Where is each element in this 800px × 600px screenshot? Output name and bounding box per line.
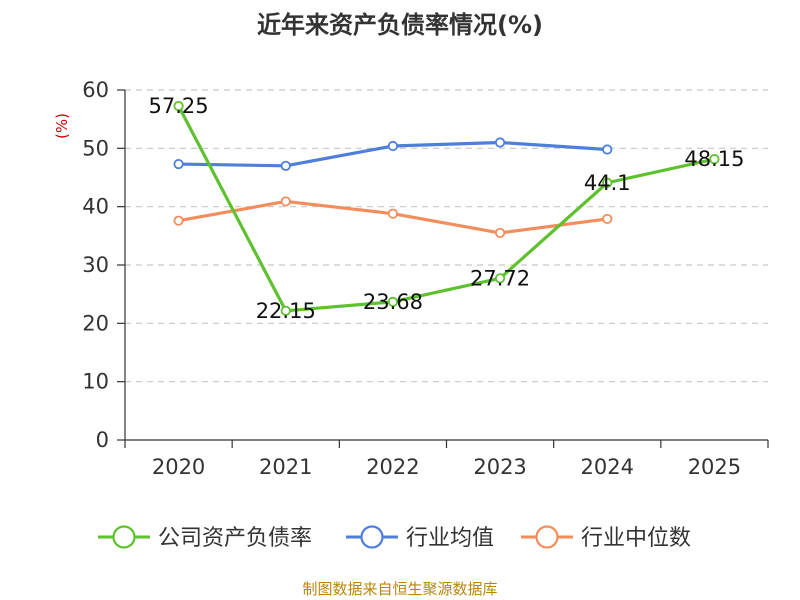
x-tick-label: 2023: [473, 455, 526, 479]
data-label: 57.25: [149, 94, 209, 118]
data-point: [602, 144, 613, 155]
legend-marker: [535, 525, 559, 549]
data-point: [387, 208, 399, 219]
data-point: [494, 137, 506, 148]
data-point: [602, 177, 613, 188]
data-point: [494, 273, 506, 284]
chart-title: 近年来资产负债率情况(%): [257, 11, 543, 39]
data-point: [494, 227, 506, 239]
x-tick-label: 2024: [581, 455, 634, 479]
data-label: 44.1: [584, 171, 631, 195]
x-tick-label: 2021: [259, 455, 312, 479]
x-tick-label: 2020: [152, 455, 205, 479]
data-label: 48.15: [684, 147, 744, 171]
y-tick-label: 40: [82, 195, 109, 219]
series-lines: [177, 105, 715, 313]
x-tick-label: 2025: [688, 455, 741, 479]
data-point: [173, 100, 184, 112]
data-labels: 57.25 22.15 23.68 27.72 44.1 48.15: [149, 94, 745, 323]
data-point: [387, 296, 399, 307]
data-point: [173, 158, 184, 170]
data-point: [387, 140, 399, 152]
axes: [117, 89, 769, 448]
legend-label: 公司资产负债率: [158, 526, 312, 551]
series-line: [177, 105, 715, 313]
y-tick-label: 10: [82, 370, 109, 394]
data-label: 22.15: [256, 299, 316, 323]
y-tick-label: 30: [82, 253, 109, 277]
x-tick-label: 2022: [366, 455, 419, 479]
y-tick-label: 0: [96, 428, 109, 452]
data-point: [173, 215, 184, 226]
y-tick-label: 20: [82, 311, 109, 335]
series-points: [173, 100, 720, 316]
grid-lines: [125, 89, 768, 383]
data-label: 23.68: [363, 290, 423, 314]
legend-label: 行业均值: [406, 526, 494, 551]
legend-label: 行业中位数: [581, 526, 691, 551]
data-point: [280, 160, 291, 171]
y-tick-label: 50: [82, 136, 109, 160]
data-point: [280, 305, 291, 316]
x-tick-labels: 2020 2021 2022 2023 2024 2025: [152, 455, 741, 479]
data-point: [602, 213, 613, 225]
data-point: [709, 154, 720, 165]
y-tick-label: 60: [82, 78, 109, 102]
legend-marker: [112, 525, 136, 549]
source-note: 制图数据来自恒生聚源数据库: [302, 580, 497, 598]
data-point: [280, 196, 291, 207]
y-tick-labels: 0 10 20 30 40 50 60: [82, 78, 109, 452]
legend: 公司资产负债率 行业均值 行业中位数: [98, 525, 691, 551]
y-axis-unit: (%): [53, 113, 71, 139]
legend-marker: [360, 525, 384, 549]
data-label: 27.72: [470, 266, 530, 290]
